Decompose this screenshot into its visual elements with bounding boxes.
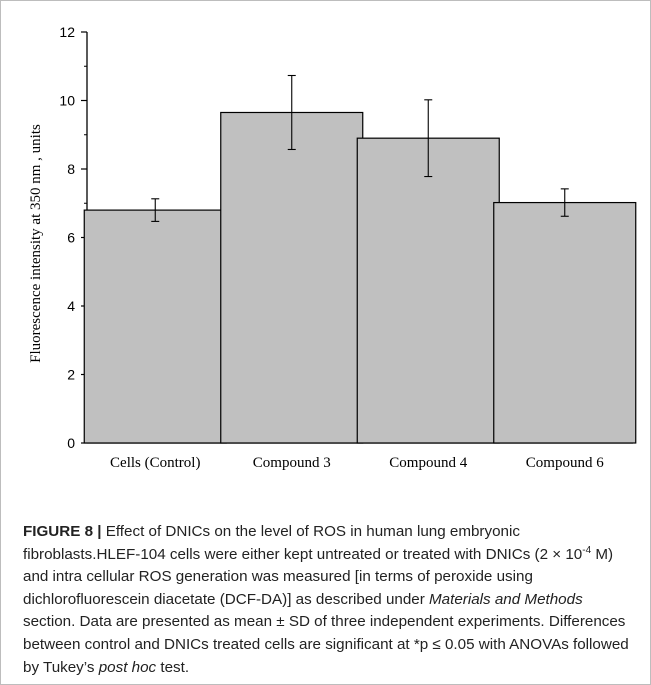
error-bars xyxy=(151,74,569,222)
y-tick-label: 4 xyxy=(67,298,75,314)
caption-exponent: -4 xyxy=(582,544,592,556)
figure-caption: FIGURE 8 | Effect of DNICs on the level … xyxy=(23,521,635,679)
bar xyxy=(83,209,227,444)
caption-italic-methods: Materials and Methods xyxy=(429,590,583,608)
caption-text-1: Effect of DNICs on the level of ROS in h… xyxy=(23,523,583,563)
y-tick-label: 0 xyxy=(67,435,75,451)
x-tick-label: Compound 3 xyxy=(253,455,331,471)
bars xyxy=(83,111,637,444)
x-tick-label: Compound 4 xyxy=(389,455,467,471)
y-tick-label: 8 xyxy=(67,161,75,177)
x-tick-label: Compound 6 xyxy=(526,455,604,471)
y-tick-label: 6 xyxy=(67,230,75,246)
figure-label: FIGURE 8 | xyxy=(23,523,102,540)
y-axis-label: Fluorescence intensity at 350 nm , units xyxy=(28,124,44,363)
y-tick-label: 12 xyxy=(59,24,75,40)
y-tick-label: 2 xyxy=(67,367,75,383)
bar xyxy=(220,111,364,444)
x-tick-label: Cells (Control) xyxy=(110,455,200,471)
y-tick-label: 10 xyxy=(59,93,75,109)
bar xyxy=(356,137,500,444)
y-ticks: 0 2 4 6 8 10 12 xyxy=(59,24,87,451)
caption-text-4: test. xyxy=(156,658,190,676)
caption-text-2: M) and intra cellular ROS generation was… xyxy=(23,545,614,608)
caption-italic-posthoc: post hoc xyxy=(98,658,157,676)
caption-text-3: section. Data are presented as mean ± SD… xyxy=(23,613,629,676)
bar xyxy=(493,201,637,444)
bar-chart: 0 2 4 6 8 10 12 Cells (Control) Compound 3 Compo… xyxy=(28,24,637,471)
x-tick-labels: Cells (Control) Compound 3 Compound 4 Compo… xyxy=(110,455,604,471)
